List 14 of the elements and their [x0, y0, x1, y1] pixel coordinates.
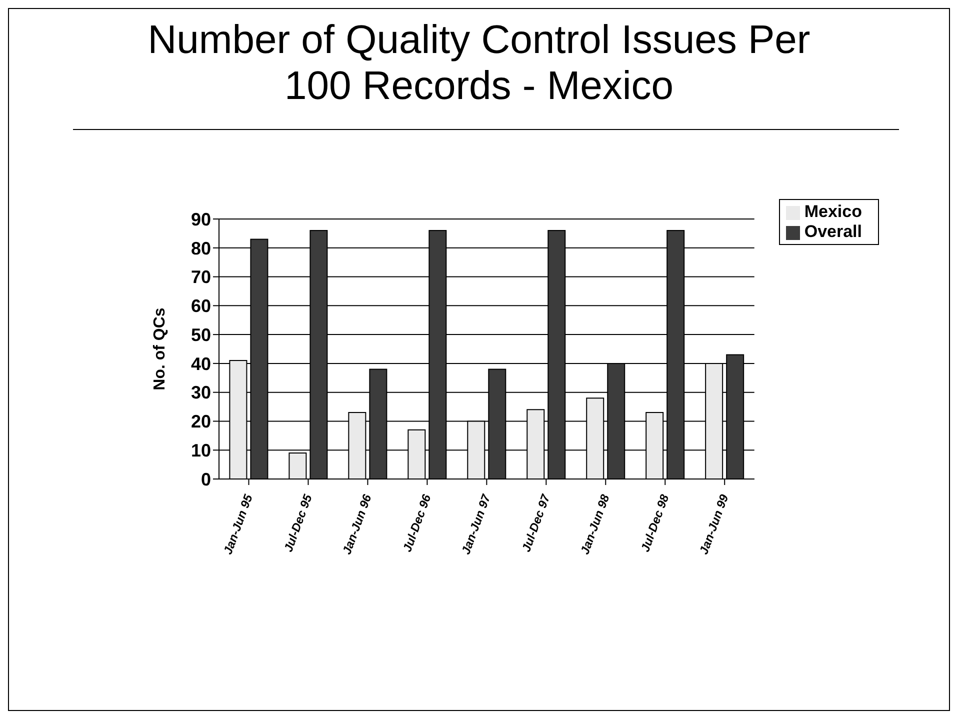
y-tick-label: 60: [190, 296, 211, 316]
y-tick-label: 40: [190, 354, 211, 374]
chart-title: Number of Quality Control Issues Per 100 Records - Mexico: [146, 17, 812, 109]
y-tick-label: 90: [190, 209, 211, 230]
y-axis-title: No. of QCs: [152, 308, 169, 390]
y-tick-label: 20: [190, 412, 211, 432]
y-tick-label: 80: [190, 238, 211, 258]
legend-label: Overall: [804, 222, 862, 241]
y-tick-label: 50: [190, 324, 211, 345]
y-tick-label: 30: [190, 382, 211, 403]
y-tick-label: 10: [190, 440, 211, 460]
y-tick-label: 70: [190, 267, 211, 288]
legend-label: Mexico: [804, 202, 862, 221]
y-tick-label: 0: [200, 469, 211, 490]
